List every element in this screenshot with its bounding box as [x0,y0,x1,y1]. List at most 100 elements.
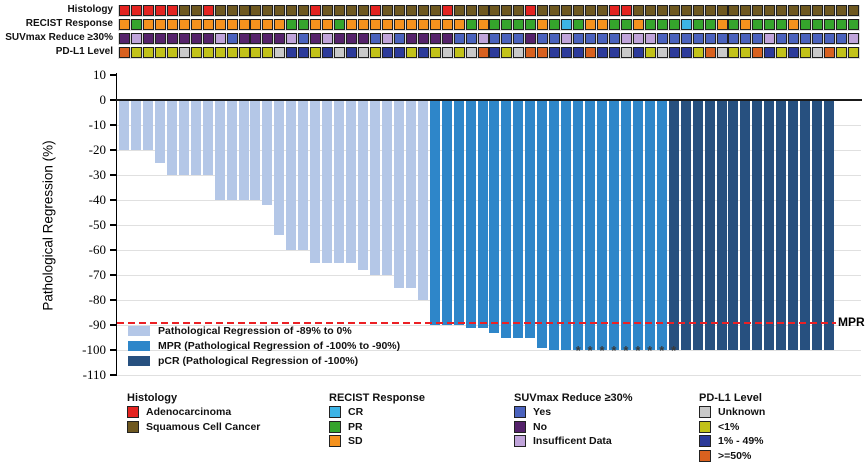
bar-mpr [585,100,596,350]
mpr-reference-line [117,322,836,324]
track-cell-pdl1 [656,47,668,58]
legend-item-label: SD [348,435,363,447]
y-tick-label: -100 [82,342,106,357]
track-cell-pdl1 [620,47,632,58]
y-tick [110,174,116,176]
track-cell-suvmax [632,33,644,44]
track-cell-histology [142,5,154,16]
track-cell-histology [154,5,166,16]
bar-light [142,100,153,150]
track-cell-recist [836,19,847,30]
legend-swatch-suvmax [514,420,526,433]
track-cell-histology [298,5,310,16]
track-cell-suvmax [178,33,190,44]
track-cell-histology [130,5,142,16]
track-cell-recist [812,19,824,30]
track-cell-pdl1 [346,47,358,58]
track-cell-suvmax [429,33,441,44]
track-cell-histology [752,5,764,16]
bar-light [334,100,345,263]
track-cell-histology [692,5,704,16]
track-cell-recist [740,19,752,30]
track-cell-histology [847,5,859,16]
annotation-tracks: Histology RECIST Response SUVmax Reduce ≥3… [0,0,865,64]
y-tick [110,99,116,101]
track-cell-recist [119,19,130,30]
mpr-line-label: MPR [838,315,865,329]
track-cell-histology [632,5,644,16]
track-cell-recist [608,19,620,30]
bar-mpr [513,100,524,338]
track-cell-suvmax [776,33,788,44]
track-cell-pdl1 [836,47,847,58]
track-cell-pdl1 [824,47,836,58]
track-cell-recist [453,19,465,30]
track-cell-pdl1 [369,47,381,58]
track-cell-histology [525,5,537,16]
track-cell-histology [405,5,417,16]
bar-pcr [752,100,763,350]
y-tick [110,199,116,201]
track-cell-pdl1 [489,47,501,58]
track-cell-pdl1 [513,47,525,58]
legend-item-label: Squamous Cell Cancer [146,420,261,433]
bar-mpr [597,100,607,350]
y-tick [110,74,116,76]
track-cell-recist [692,19,704,30]
bar-pcr [704,100,715,350]
track-cell-suvmax [680,33,692,44]
track-cell-suvmax [824,33,836,44]
bar-light [322,100,333,263]
track-cell-recist [405,19,417,30]
track-cell-pdl1 [381,47,393,58]
track-cell-suvmax [692,33,704,44]
bar-mpr [537,100,548,348]
track-cell-histology [644,5,656,16]
track-cell-recist [501,19,513,30]
track-cell-histology [620,5,632,16]
track-cell-recist [644,19,656,30]
bar-mpr [549,100,560,350]
track-cell-histology [656,5,668,16]
track-cell-histology [728,5,740,16]
gridline [117,125,861,126]
legend-swatch-recist [329,435,341,447]
track-cell-recist [298,19,310,30]
track-cell-suvmax [788,33,800,44]
plot-legend-swatch-mpr [128,341,150,351]
track-cell-suvmax [202,33,214,44]
track-cell-histology [453,5,465,16]
bar-light [381,100,392,275]
track-cell-histology [322,5,334,16]
track-cell-suvmax [836,33,847,44]
track-cell-suvmax [393,33,405,44]
track-cell-recist [190,19,202,30]
track-cell-suvmax [847,33,859,44]
track-cell-recist [597,19,608,30]
bar-mpr [489,100,500,333]
bar-light [166,100,177,175]
legend-swatch-pdl1 [699,449,711,462]
track-cell-suvmax [119,33,130,44]
track-cell-suvmax [537,33,549,44]
bar-mpr [573,100,584,350]
track-cell-pdl1 [417,47,429,58]
track-cell-pdl1 [286,47,298,58]
track-cell-recist [358,19,369,30]
track-cell-recist [704,19,716,30]
track-cell-suvmax [286,33,298,44]
bar-mpr [644,100,655,350]
track-cell-recist [202,19,214,30]
bar-pcr [776,100,787,350]
track-cell-recist [310,19,322,30]
track-cell-recist [847,19,859,30]
bar-light [190,100,201,175]
track-cell-suvmax [716,33,728,44]
track-cell-recist [800,19,812,30]
track-label-pdl1: PD-L1 Level [55,46,113,57]
track-cell-suvmax [190,33,202,44]
gridline [117,300,861,301]
track-cell-histology [178,5,190,16]
